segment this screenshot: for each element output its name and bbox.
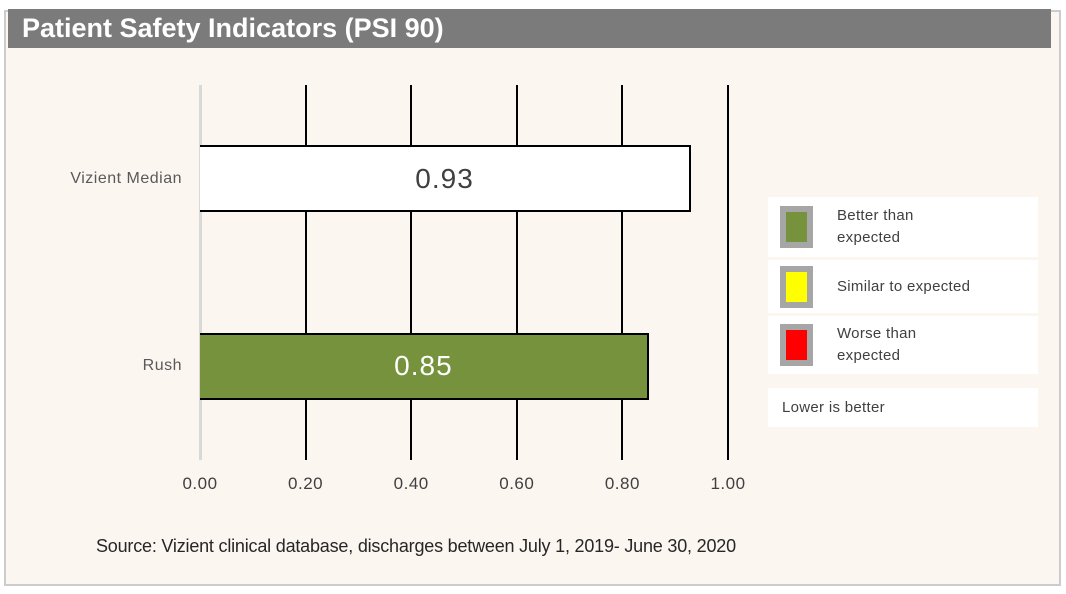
legend-label: Better than expected <box>837 207 914 246</box>
bar-value-label: 0.93 <box>415 162 474 194</box>
axis-zero-line <box>198 85 202 460</box>
bar-value-label: 0.85 <box>394 350 453 382</box>
page-title: Patient Safety Indicators (PSI 90) <box>22 13 444 43</box>
title-bar: Patient Safety Indicators (PSI 90) <box>8 9 1051 48</box>
legend-label: Similar to expected <box>837 277 971 295</box>
x-tick-label: 1.00 <box>710 474 746 493</box>
legend-swatch <box>780 206 813 248</box>
category-label: Vizient Median <box>70 169 182 187</box>
bar-rush: 0.85 <box>200 332 649 400</box>
gridline <box>621 85 624 460</box>
note-box: Lower is better <box>768 388 1038 427</box>
legend-swatch <box>780 324 813 366</box>
gridline <box>410 85 413 460</box>
note-text: Lower is better <box>782 399 885 416</box>
source-text: Source: Vizient clinical database, disch… <box>96 536 736 556</box>
legend-swatch <box>780 265 813 308</box>
legend-label: Worse than expected <box>837 325 917 364</box>
gridline <box>304 85 307 460</box>
legend-item: Better than expected <box>768 197 1038 257</box>
category-label: Rush <box>142 357 182 375</box>
legend-item: Similar to expected <box>768 260 1038 313</box>
bar-vizient-median: 0.93 <box>200 145 692 213</box>
x-tick-label: 0.00 <box>182 474 218 493</box>
legend: Better than expected Similar to expected Wo… <box>768 197 1038 374</box>
x-tick-label: 0.20 <box>288 474 324 493</box>
plot-area: 0.93 0.85 <box>198 85 729 460</box>
x-tick-label: 0.40 <box>393 474 429 493</box>
legend-item: Worse than expected <box>768 316 1038 374</box>
x-tick-label: 0.80 <box>604 474 640 493</box>
gridline <box>727 85 729 460</box>
gridline <box>515 85 518 460</box>
x-tick-label: 0.60 <box>499 474 535 493</box>
